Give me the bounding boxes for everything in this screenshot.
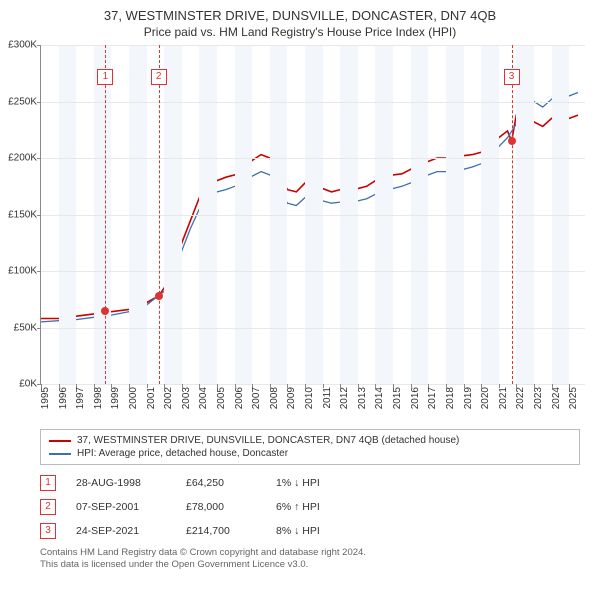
marker-badge: 3 (504, 69, 520, 85)
y-tick (37, 271, 41, 272)
x-axis-label: 2003 (181, 387, 192, 409)
x-axis-label: 2018 (445, 387, 456, 409)
marker-badge: 2 (151, 69, 167, 85)
marker-dot (508, 137, 516, 145)
x-axis-label: 2020 (480, 387, 491, 409)
gridline (41, 158, 585, 159)
footer: Contains HM Land Registry data © Crown c… (40, 547, 580, 572)
y-tick (37, 215, 41, 216)
marker-line (105, 45, 106, 384)
event-price: £64,250 (186, 477, 256, 489)
event-price: £78,000 (186, 501, 256, 513)
x-axis-label: 2015 (392, 387, 403, 409)
x-axis-label: 1997 (75, 387, 86, 409)
event-date: 07-SEP-2001 (76, 501, 166, 513)
event-delta: 1% ↓ HPI (276, 477, 366, 489)
x-axis-label: 2000 (128, 387, 139, 409)
footer-line-2: This data is licensed under the Open Gov… (40, 559, 580, 571)
y-axis-label: £200K (1, 153, 37, 164)
legend-swatch (49, 440, 71, 442)
event-row: 2 07-SEP-2001 £78,000 6% ↑ HPI (40, 495, 580, 519)
x-axis-label: 2023 (533, 387, 544, 409)
x-axis-label: 2024 (551, 387, 562, 409)
y-tick (37, 102, 41, 103)
y-axis-label: £250K (1, 96, 37, 107)
x-axis-label: 2014 (374, 387, 385, 409)
legend-row: HPI: Average price, detached house, Donc… (49, 447, 571, 460)
x-axis-label: 1996 (58, 387, 69, 409)
event-row: 3 24-SEP-2021 £214,700 8% ↓ HPI (40, 519, 580, 543)
x-axis-label: 2025 (568, 387, 579, 409)
x-axis-label: 2005 (216, 387, 227, 409)
x-axis-label: 1995 (40, 387, 51, 409)
legend-row: 37, WESTMINSTER DRIVE, DUNSVILLE, DONCAS… (49, 434, 571, 447)
x-axis-label: 2004 (198, 387, 209, 409)
y-axis-label: £50K (1, 322, 37, 333)
legend-label: 37, WESTMINSTER DRIVE, DUNSVILLE, DONCAS… (77, 435, 459, 446)
x-axis-label: 2012 (339, 387, 350, 409)
gridline (41, 102, 585, 103)
gridline (41, 271, 585, 272)
legend-swatch (49, 453, 71, 455)
chart-title-address: 37, WESTMINSTER DRIVE, DUNSVILLE, DONCAS… (0, 0, 600, 23)
y-tick (37, 158, 41, 159)
event-badge: 1 (40, 475, 56, 491)
x-axis-label: 2021 (498, 387, 509, 409)
event-list: 1 28-AUG-1998 £64,250 1% ↓ HPI 2 07-SEP-2001 £… (40, 471, 580, 543)
event-date: 28-AUG-1998 (76, 477, 166, 489)
legend-label: HPI: Average price, detached house, Donc… (77, 448, 288, 459)
x-axis-label: 2013 (357, 387, 368, 409)
y-tick (37, 328, 41, 329)
chart-area: £0K£50K£100K£150K£200K£250K£300K123 (40, 45, 585, 385)
event-delta: 8% ↓ HPI (276, 525, 366, 537)
plot-region: £0K£50K£100K£150K£200K£250K£300K123 (40, 45, 585, 385)
x-axis-label: 1998 (93, 387, 104, 409)
x-axis-label: 2006 (234, 387, 245, 409)
event-row: 1 28-AUG-1998 £64,250 1% ↓ HPI (40, 471, 580, 495)
y-axis-label: £300K (1, 40, 37, 51)
x-axis-label: 2022 (515, 387, 526, 409)
x-axis-label: 1999 (110, 387, 121, 409)
marker-dot (155, 292, 163, 300)
y-axis-label: £100K (1, 266, 37, 277)
marker-line (512, 45, 513, 384)
x-axis-label: 2010 (304, 387, 315, 409)
x-axis-label: 2008 (269, 387, 280, 409)
x-axis-label: 2017 (427, 387, 438, 409)
x-axis-label: 2016 (410, 387, 421, 409)
marker-badge: 1 (97, 69, 113, 85)
y-tick (37, 45, 41, 46)
event-badge: 3 (40, 523, 56, 539)
x-axis-labels: 1995 1996 1997 1998 1999 2000 2001 2002 2003 2004… (40, 385, 585, 425)
legend: 37, WESTMINSTER DRIVE, DUNSVILLE, DONCAS… (40, 429, 580, 465)
x-axis-label: 2019 (463, 387, 474, 409)
event-price: £214,700 (186, 525, 256, 537)
footer-line-1: Contains HM Land Registry data © Crown c… (40, 547, 580, 559)
x-axis-label: 2011 (322, 387, 333, 409)
marker-line (159, 45, 160, 384)
chart-title-sub: Price paid vs. HM Land Registry's House … (0, 23, 600, 45)
x-axis-label: 2009 (286, 387, 297, 409)
y-axis-label: £0K (1, 379, 37, 390)
event-badge: 2 (40, 499, 56, 515)
y-axis-label: £150K (1, 209, 37, 220)
x-axis-label: 2002 (163, 387, 174, 409)
gridline (41, 328, 585, 329)
marker-dot (101, 307, 109, 315)
x-axis-label: 2007 (251, 387, 262, 409)
gridline (41, 45, 585, 46)
event-delta: 6% ↑ HPI (276, 501, 366, 513)
gridline (41, 215, 585, 216)
x-axis-label: 2001 (146, 387, 157, 409)
event-date: 24-SEP-2021 (76, 525, 166, 537)
